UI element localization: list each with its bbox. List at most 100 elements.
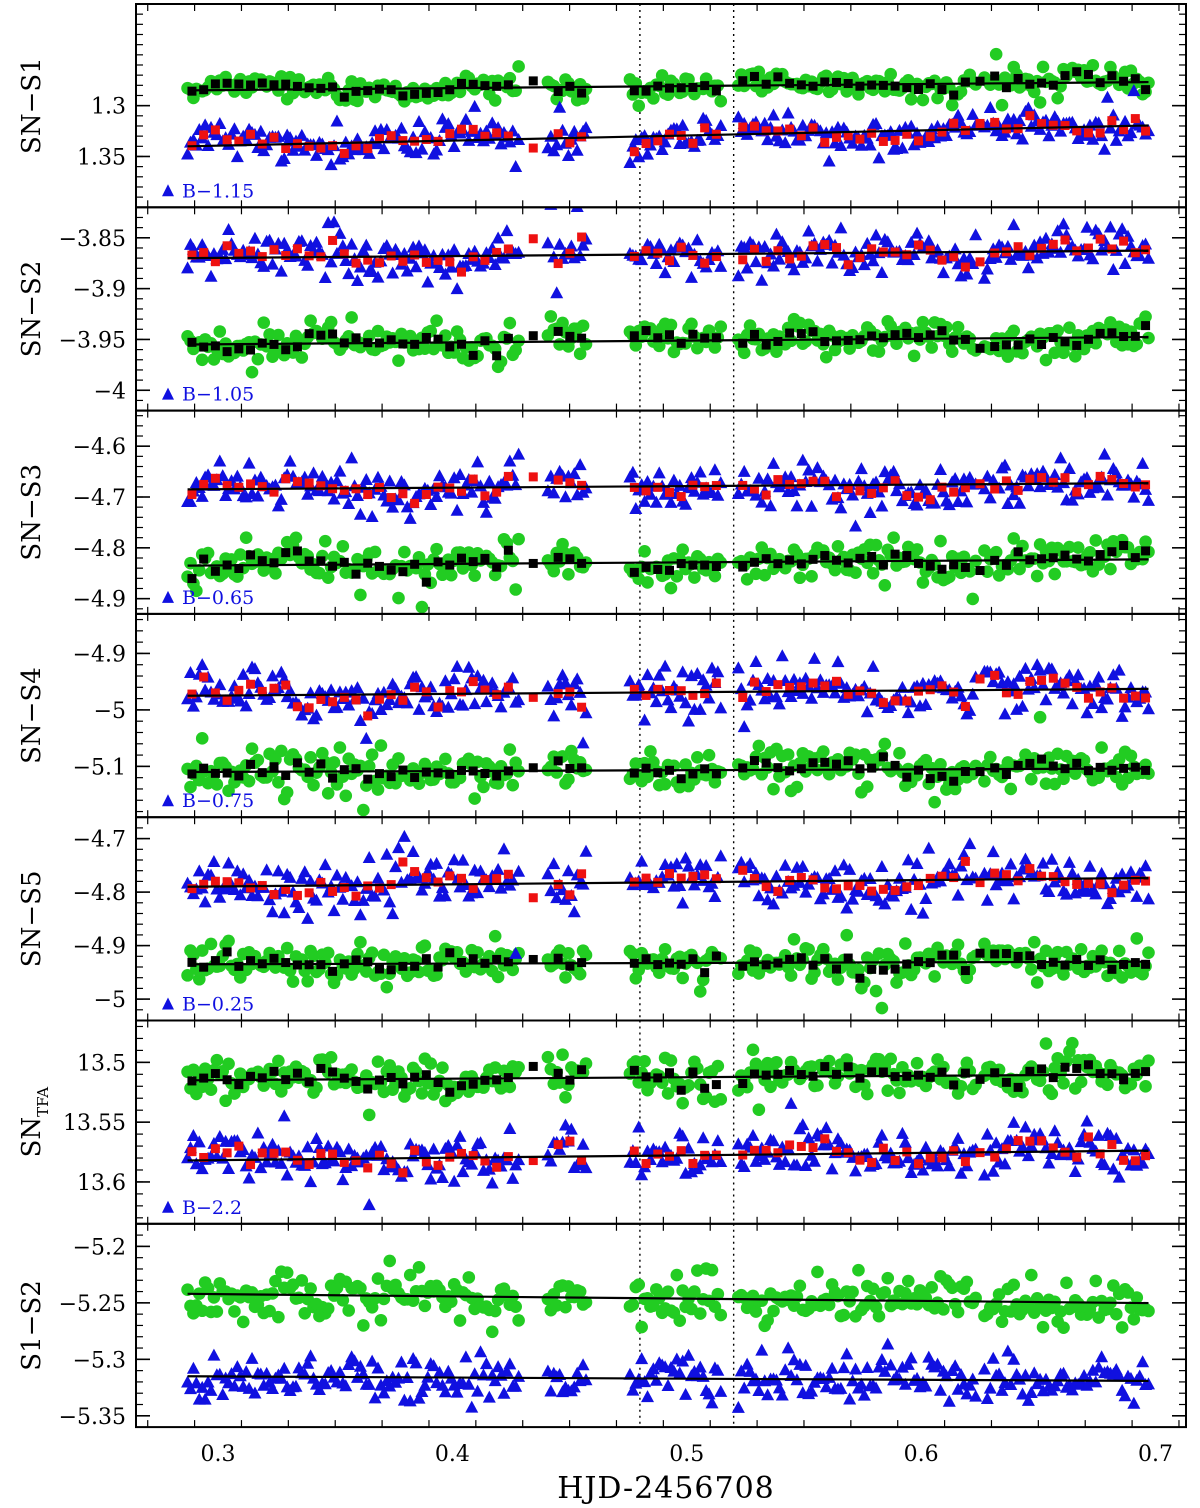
data-point-triangle [186, 699, 200, 712]
binned-point-red [1083, 480, 1093, 490]
binned-point-red [1107, 475, 1117, 485]
data-point-circle [1016, 346, 1029, 360]
data-point-triangle [933, 463, 947, 476]
data-point-triangle [942, 857, 956, 870]
binned-point-red [711, 252, 721, 262]
data-point-triangle [676, 118, 690, 131]
data-point-triangle [890, 484, 904, 497]
data-point-circle [1095, 741, 1108, 754]
binned-point-black [565, 763, 575, 773]
data-point-triangle [301, 258, 315, 271]
binned-point-black [653, 564, 663, 574]
binned-point-black [711, 951, 721, 961]
data-point-circle [840, 928, 854, 942]
data-point-triangle [242, 1171, 256, 1184]
data-point-triangle [834, 889, 848, 902]
data-point-circle [866, 566, 880, 580]
binned-point-red [808, 123, 818, 133]
binned-point-black [456, 957, 466, 967]
binned-point-red [480, 255, 490, 265]
data-point-triangle [553, 100, 567, 113]
binned-point-black [785, 78, 795, 88]
binned-point-black [1107, 765, 1117, 775]
data-point-triangle [687, 878, 701, 891]
data-point-circle [1057, 968, 1070, 981]
data-point-triangle [664, 701, 678, 714]
binned-point-black [785, 954, 795, 964]
binned-point-black [831, 555, 841, 565]
data-point-triangle [570, 143, 584, 156]
binned-point-black [843, 756, 853, 766]
binned-point-red [386, 493, 396, 503]
binned-point-black [641, 86, 651, 96]
binned-point-red [246, 246, 256, 256]
data-point-triangle [342, 1142, 356, 1155]
binned-point-red [761, 256, 771, 266]
data-point-triangle [222, 1162, 236, 1175]
data-point-triangle [450, 659, 464, 672]
data-point-circle [887, 954, 900, 968]
binned-point-red [492, 874, 502, 884]
data-point-circle [327, 756, 341, 769]
data-point-circle [1033, 96, 1047, 109]
data-point-triangle [676, 665, 690, 678]
data-point-triangle [931, 1159, 945, 1172]
data-point-triangle [960, 495, 974, 508]
binned-point-black [210, 1069, 220, 1079]
data-point-triangle [450, 282, 464, 295]
binned-point-black [1001, 340, 1011, 350]
y-axis-label: SN−S5 [17, 870, 47, 967]
data-point-circle [318, 534, 332, 548]
binned-point-black [1130, 74, 1140, 84]
panel-frame [135, 816, 1187, 1022]
binned-point-red [700, 689, 710, 699]
data-point-circle [852, 963, 865, 977]
data-point-triangle [1045, 1147, 1059, 1160]
data-point-triangle [1080, 471, 1094, 484]
binned-point-black [492, 954, 502, 964]
binned-point-black [867, 551, 877, 561]
data-point-triangle [881, 235, 895, 248]
binned-point-red [641, 690, 651, 700]
binned-point-red [890, 476, 900, 486]
binned-point-red [210, 1144, 220, 1154]
data-point-triangle [951, 1131, 965, 1144]
binned-point-black [990, 342, 1000, 352]
binned-point-red [820, 476, 830, 486]
y-tick-label: −3.85 [59, 227, 126, 252]
binned-point-red [949, 873, 959, 883]
data-point-triangle [488, 491, 502, 504]
binned-point-black [773, 1069, 783, 1079]
binned-point-red [855, 252, 865, 262]
binned-point-red [528, 1156, 538, 1166]
binned-point-black [937, 85, 947, 95]
data-point-triangle [840, 901, 854, 914]
data-point-circle [295, 351, 309, 364]
binned-point-black [351, 86, 361, 96]
data-point-circle [676, 543, 689, 556]
binned-point-black [565, 554, 575, 564]
binned-point-black [503, 80, 513, 90]
binned-point-red [222, 695, 232, 705]
binned-point-red [1072, 126, 1082, 136]
data-point-triangle [409, 146, 423, 159]
data-point-triangle [301, 911, 315, 924]
binned-point-red [653, 1149, 663, 1159]
binned-point-red [664, 869, 674, 879]
binned-point-red [528, 143, 538, 153]
binned-point-red [761, 882, 771, 892]
binned-point-black [199, 763, 209, 773]
binned-point-black [878, 1067, 888, 1077]
binned-point-red [503, 131, 513, 141]
binned-point-black [456, 78, 466, 88]
data-point-triangle [1086, 696, 1100, 709]
data-point-triangle [213, 890, 227, 903]
binned-point-black [738, 338, 748, 348]
binned-point-black [831, 77, 841, 87]
data-point-circle [770, 1055, 783, 1069]
binned-point-red [269, 683, 279, 693]
data-point-triangle [849, 519, 863, 532]
binned-point-black [281, 548, 291, 558]
binned-point-red [773, 126, 783, 136]
